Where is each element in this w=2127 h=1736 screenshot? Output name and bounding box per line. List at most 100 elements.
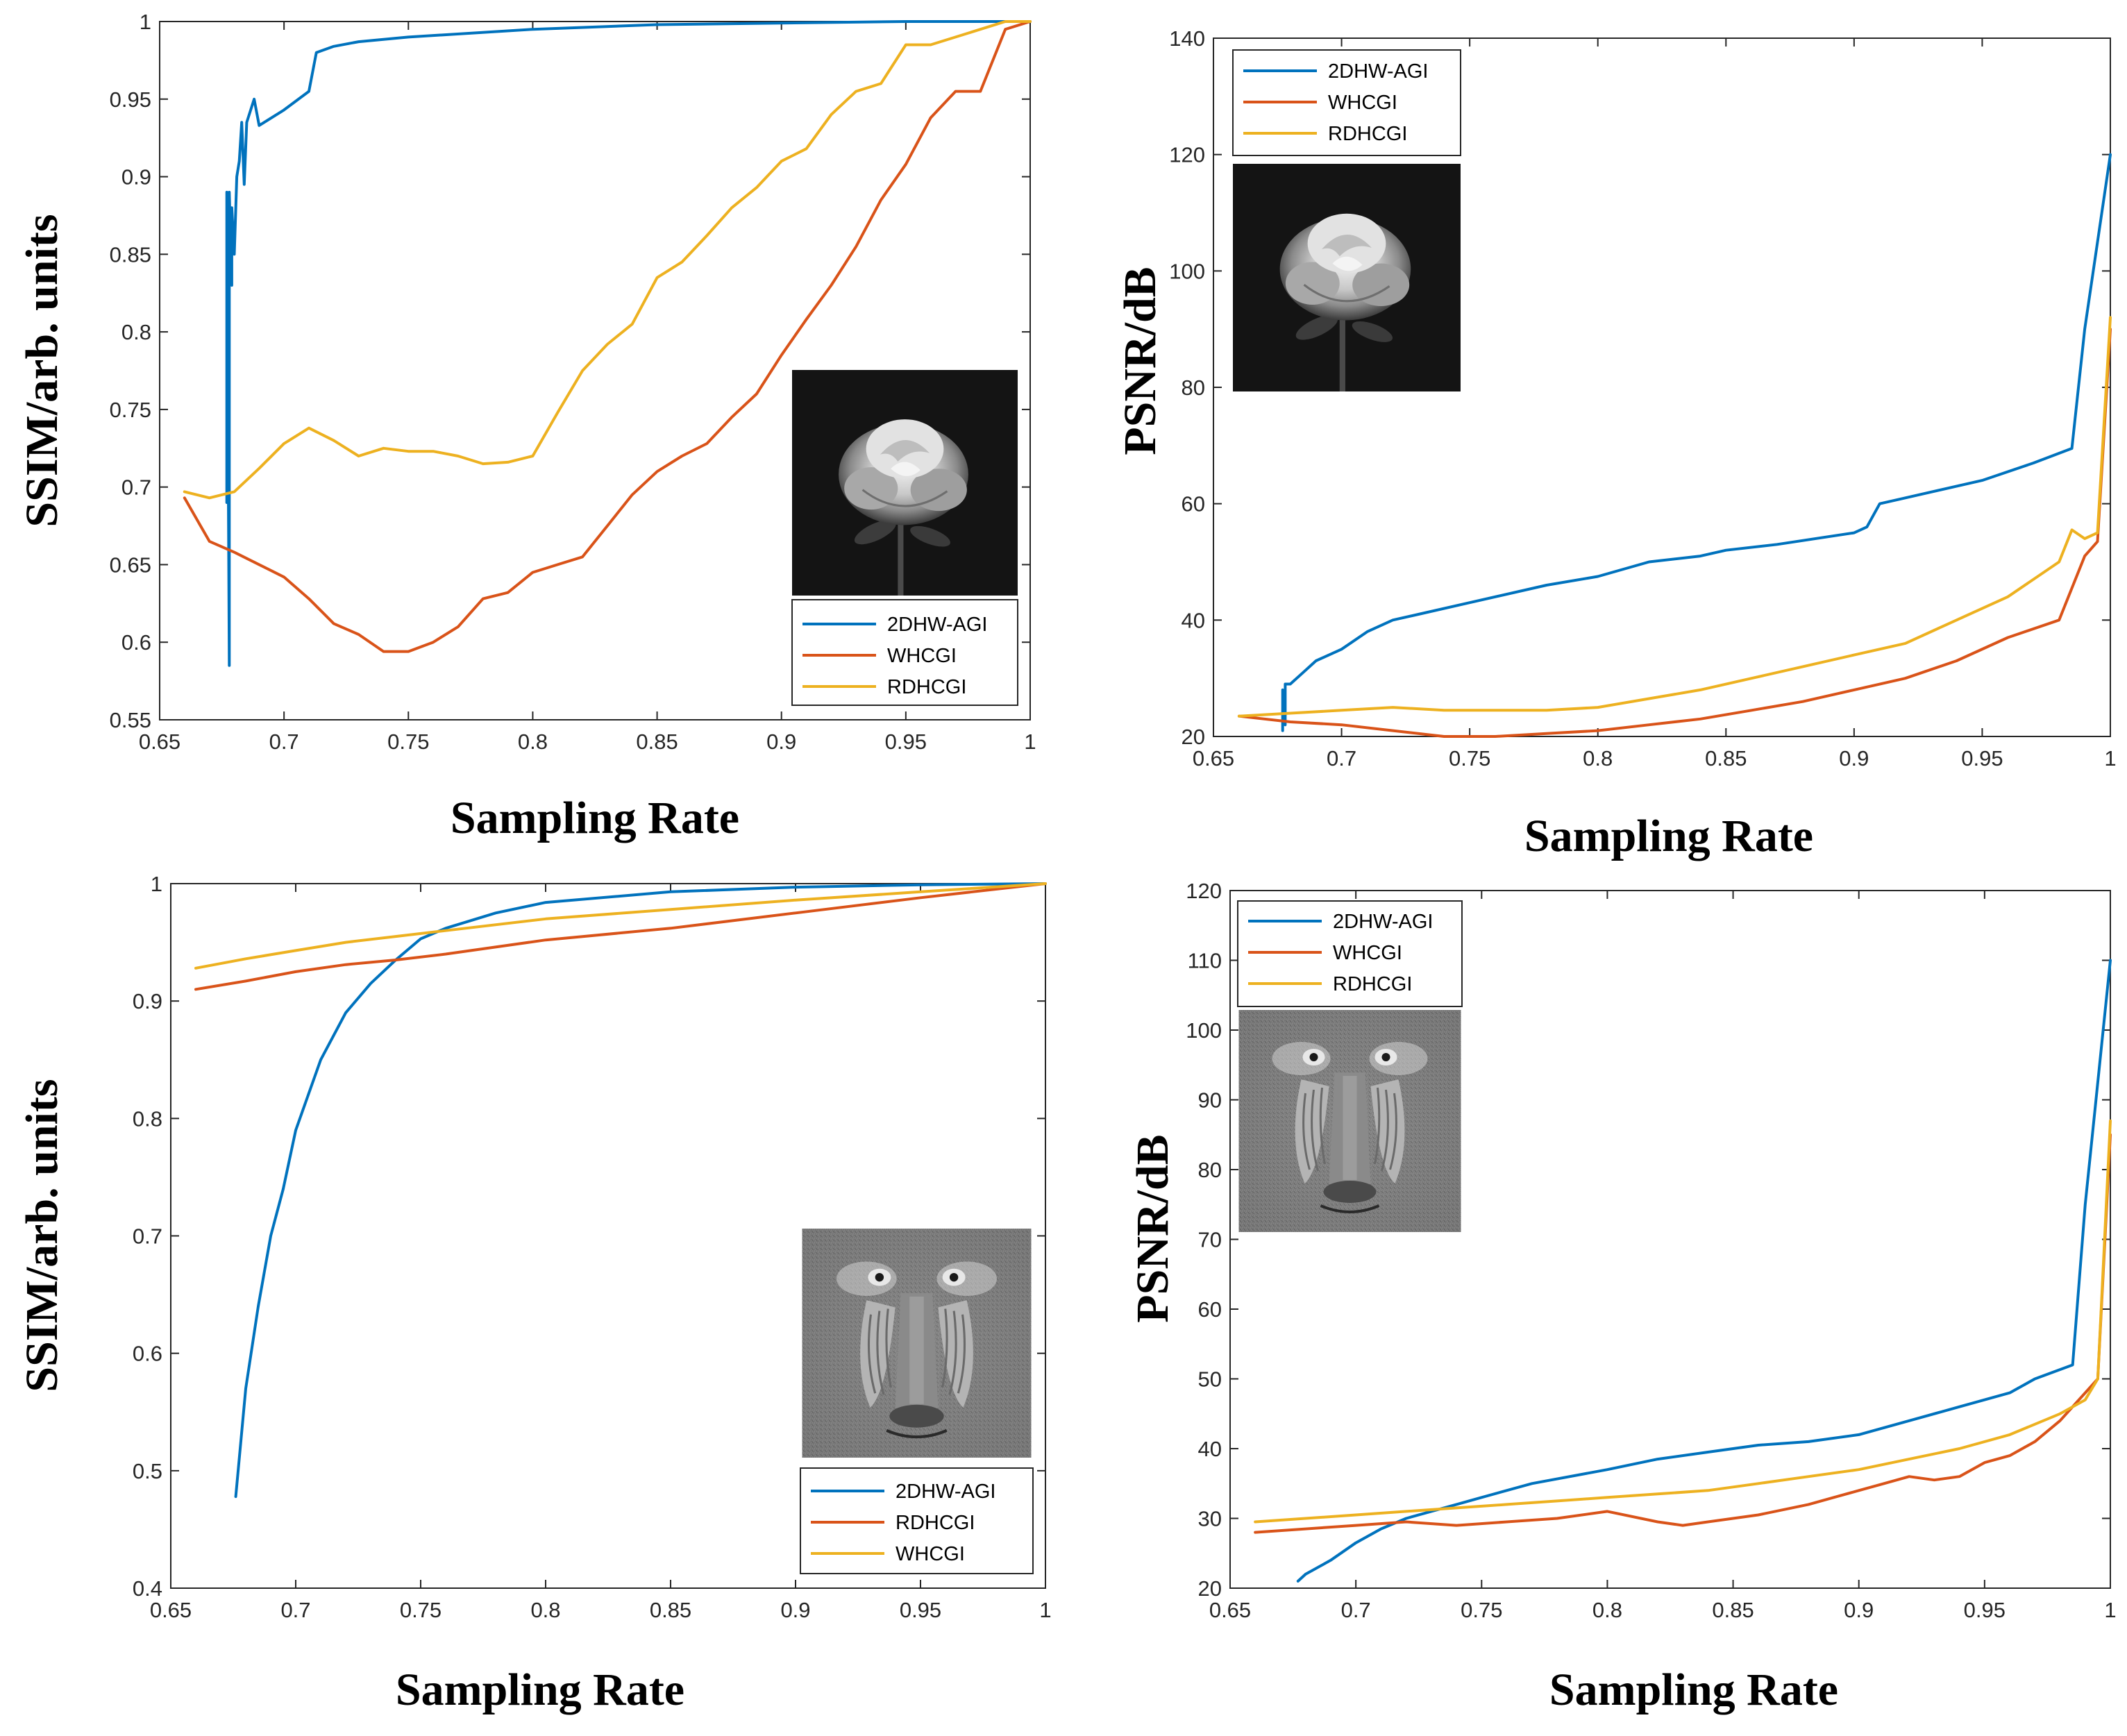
panel-4-ytick-label: 70: [1198, 1228, 1222, 1252]
panel-2-ytick-label: 140: [1169, 26, 1205, 51]
panel-4-series-2dhw-agi-line: [1296, 959, 2112, 1583]
panel-4-legend-label-3: RDHCGI: [1333, 973, 1412, 995]
panel-1-legend-label-1: 2DHW-AGI: [887, 614, 987, 636]
panel-3-legend-label-2: RDHCGI: [896, 1512, 975, 1534]
panel-4-xlabel: Sampling Rate: [1549, 1665, 1838, 1715]
panel-4-ytick-label: 120: [1186, 879, 1222, 903]
panel-1-legend-box: [791, 599, 1018, 706]
panel-3-xtick-label: 0.85: [650, 1598, 691, 1622]
panel-2-xtick-label: 0.75: [1449, 746, 1490, 770]
panel-4-ytick-label: 110: [1188, 949, 1222, 973]
panel-4-ylabel: PSNR/dB: [1127, 1134, 1178, 1322]
panel-3-ytick-label: 0.8: [133, 1106, 162, 1131]
panel-2-legend-label-1: 2DHW-AGI: [1328, 60, 1428, 83]
panel-1-lines: [183, 20, 1032, 667]
panel-3-xtick-label: 0.9: [780, 1598, 810, 1622]
panel-4-lines: [1254, 959, 2112, 1583]
panel-1: 0.550.60.650.70.750.80.850.90.951 0.65 0.…: [17, 10, 1036, 843]
panel-4-xticks: 0.65 0.7 0.75 0.8 0.85 0.9 0.95 1: [1209, 891, 2117, 1622]
panel-2-legend-label-2: WHCGI: [1328, 92, 1397, 114]
panel-1-ytick-label: 0.9: [121, 165, 151, 189]
panel-2-xtick-label: 0.65: [1193, 746, 1234, 770]
panel-4-ytick-label: 80: [1198, 1158, 1222, 1182]
panel-2-xticks: 0.65 0.7 0.75 0.8 0.85 0.9 0.95 1: [1193, 38, 2117, 770]
panel-1-ytick-label: 0.7: [121, 475, 151, 500]
panel-2-ytick-label: 20: [1182, 725, 1205, 749]
panel-4-yticks: 20 30 40 50 60 70 80 90 100 110 120: [1186, 879, 2110, 1601]
panel-4-series-rdhcgi-line: [1254, 1119, 2112, 1524]
panel-3-lines: [194, 882, 1047, 1499]
panel-3: 0.40.50.60.70.80.91 0.65 0.7 0.75 0.8 0.85 0.…: [17, 872, 1052, 1715]
panel-4-ytick-label: 40: [1198, 1437, 1222, 1461]
panel-1-ytick-label: 0.95: [110, 87, 151, 112]
panel-3-legend: 2DHW-AGI RDHCGI WHCGI: [800, 1467, 1034, 1574]
panel-2-legend: 2DHW-AGI WHCGI RDHCGI: [1232, 49, 1461, 156]
panel-1-ytick-label: 0.65: [110, 553, 151, 577]
panel-4-ytick-label: 30: [1198, 1507, 1222, 1531]
panel-1-xtick-label: 0.9: [766, 730, 796, 754]
panel-1-ytick-label: 1: [140, 10, 151, 34]
panel-3-ytick-label: 0.4: [133, 1576, 162, 1601]
panel-2-ytick-label: 40: [1182, 608, 1205, 632]
panel-3-xtick-label: 1: [1039, 1598, 1051, 1622]
panel-2-inset-rose-image: [1233, 164, 1461, 391]
panel-3-ytick-label: 0.9: [133, 989, 162, 1013]
panel-1-xtick-label: 0.8: [518, 730, 548, 754]
panel-4-ytick-label: 60: [1198, 1297, 1222, 1322]
panel-1-xtick-label: 0.65: [139, 730, 180, 754]
panel-4-legend-label-2: WHCGI: [1333, 942, 1402, 964]
panel-2-xtick-label: 0.9: [1839, 746, 1869, 770]
panel-3-ytick-label: 1: [151, 872, 162, 896]
panel-1-inset-rose-image: [792, 370, 1018, 596]
panel-2-ylabel: PSNR/dB: [1115, 267, 1166, 455]
panel-2-xlabel: Sampling Rate: [1524, 811, 1813, 861]
panel-2-series-rdhcgi-line: [1237, 316, 2112, 718]
panel-1-ylabel: SSIM/arb. units: [17, 214, 67, 527]
panel-4-xtick-label: 0.75: [1461, 1598, 1502, 1622]
panel-4-legend-label-1: 2DHW-AGI: [1333, 911, 1433, 933]
panel-4-ytick-label: 50: [1198, 1367, 1222, 1392]
panel-1-xtick-label: 0.7: [269, 730, 299, 754]
panel-4-xtick-label: 0.7: [1341, 1598, 1371, 1622]
panel-2-yticks: 20 40 60 80 100 120 140: [1169, 26, 2110, 749]
panel-3-xtick-label: 0.75: [400, 1598, 442, 1622]
panel-4-ytick-label: 20: [1198, 1576, 1222, 1601]
panel-4-ytick-label: 90: [1198, 1088, 1222, 1113]
panel-3-legend-label-3: WHCGI: [896, 1543, 965, 1565]
panel-1-plot-area: [159, 21, 1031, 720]
panel-1-xtick-label: 1: [1024, 730, 1036, 754]
panel-3-inset-baboon-image: [802, 1229, 1032, 1458]
panel-4-legend: 2DHW-AGI WHCGI RDHCGI: [1237, 900, 1463, 1007]
panel-3-xticks: 0.65 0.7 0.75 0.8 0.85 0.9 0.95 1: [150, 884, 1052, 1622]
panel-3-xlabel: Sampling Rate: [396, 1665, 684, 1715]
panel-4-ytick-label: 100: [1186, 1018, 1222, 1043]
panel-2-series-whcgi-line: [1237, 328, 2112, 738]
panel-4-xtick-label: 0.8: [1592, 1598, 1622, 1622]
panel-2-xtick-label: 0.85: [1705, 746, 1747, 770]
panel-2-xtick-label: 1: [2104, 746, 2116, 770]
panel-3-yticks: 0.4 0.5 0.6 0.7 0.8 0.9 1: [133, 872, 1045, 1601]
panel-2-xtick-label: 0.8: [1583, 746, 1613, 770]
panel-1-legend-label-3: RDHCGI: [887, 676, 966, 698]
panel-1-ytick-label: 0.85: [110, 242, 151, 267]
panel-2-ytick-label: 100: [1169, 259, 1205, 283]
panel-1-ytick-label: 0.55: [110, 708, 151, 732]
panel-1-yticks: 0.55 0.6 0.65 0.7 0.75 0.8 0.85 0.9 0.95 1: [110, 10, 1030, 732]
panel-2-xtick-label: 0.95: [1961, 746, 2003, 770]
panel-3-xtick-label: 0.7: [280, 1598, 310, 1622]
panel-1-ytick-label: 0.8: [121, 320, 151, 344]
panel-1-xtick-label: 0.75: [387, 730, 429, 754]
panel-1-ytick-label: 0.75: [110, 398, 151, 422]
panel-1-series-rdhcgi-line: [183, 20, 1032, 500]
panel-4-xtick-label: 0.95: [1964, 1598, 2006, 1622]
panel-2-series-2dhw-agi-line: [1281, 153, 2112, 732]
panel-2-legend-label-3: RDHCGI: [1328, 123, 1407, 145]
panel-3-ylabel: SSIM/arb. units: [17, 1079, 67, 1392]
panel-4-series-whcgi-line: [1254, 1133, 2112, 1534]
panel-1-series-whcgi-line: [183, 20, 1032, 653]
panel-2-lines: [1237, 153, 2112, 738]
panel-1-ytick-label: 0.6: [121, 630, 151, 655]
panel-4-inset-baboon-image: [1239, 1010, 1461, 1232]
